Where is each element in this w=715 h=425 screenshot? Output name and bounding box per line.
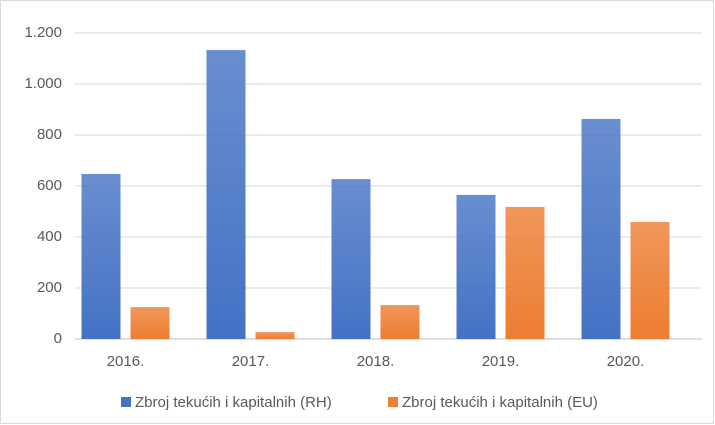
bar	[456, 194, 496, 339]
x-tick-label: 2018.	[357, 353, 395, 370]
bar	[130, 307, 170, 339]
y-tick-label: 1.000	[24, 75, 62, 92]
bar	[380, 305, 420, 339]
x-tick-label: 2019.	[482, 353, 520, 370]
bar	[81, 174, 121, 339]
y-tick-label: 800	[37, 126, 62, 143]
legend-swatch	[388, 397, 398, 407]
bar	[331, 179, 371, 339]
bar	[505, 206, 545, 339]
x-tick-label: 2017.	[232, 353, 270, 370]
bar	[581, 118, 621, 339]
legend-label: Zbroj tekućih i kapitalnih (RH)	[135, 394, 332, 411]
bar	[630, 221, 670, 339]
legend-label: Zbroj tekućih i kapitalnih (EU)	[402, 394, 598, 411]
y-tick-label: 600	[37, 177, 62, 194]
y-tick-label: 200	[37, 279, 62, 296]
bar	[206, 50, 246, 340]
x-tick-label: 2016.	[107, 353, 145, 370]
y-tick-label: 1.200	[24, 24, 62, 41]
y-tick-label: 0	[54, 330, 62, 347]
bar	[255, 332, 295, 339]
y-tick-label: 400	[37, 228, 62, 245]
x-tick-label: 2020.	[607, 353, 645, 370]
legend-swatch	[121, 397, 131, 407]
